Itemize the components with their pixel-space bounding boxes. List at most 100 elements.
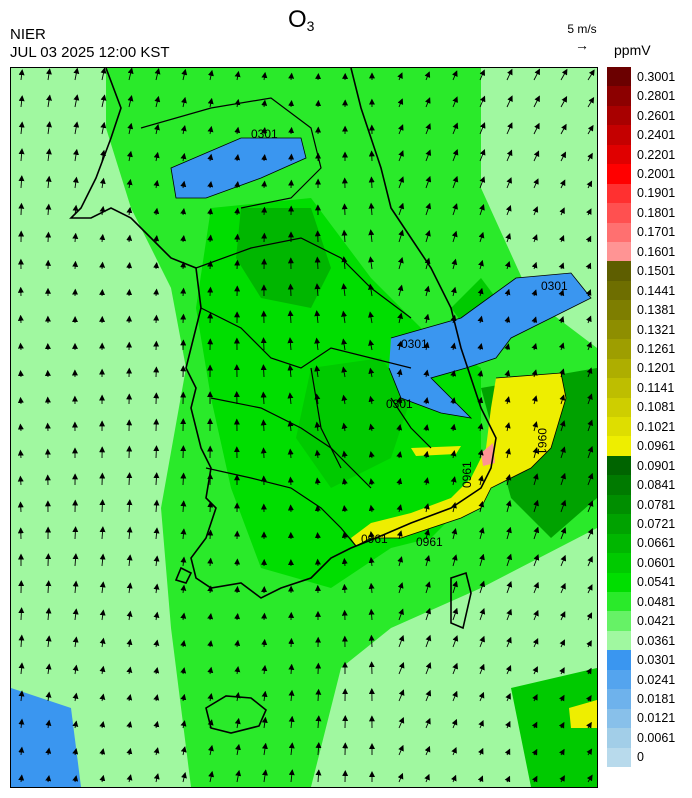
wind-arrow xyxy=(73,94,80,108)
zone-0301-north xyxy=(171,138,306,198)
wind-arrow xyxy=(533,68,540,81)
wind-arrow xyxy=(153,611,160,621)
wind-arrow xyxy=(396,451,403,459)
wind-arrow xyxy=(154,95,161,108)
wind-arrow xyxy=(180,125,187,135)
wind-arrow xyxy=(368,582,375,594)
wind-arrow xyxy=(126,262,133,270)
wind-arrow xyxy=(45,175,52,189)
wind-arrow xyxy=(452,662,458,675)
colorbar-label: 0.0241 xyxy=(637,672,676,687)
wind-arrow xyxy=(99,205,106,216)
wind-arrow xyxy=(452,607,459,621)
wind-arrow xyxy=(558,342,565,351)
colorbar-swatch xyxy=(607,669,631,690)
wind-arrow xyxy=(99,609,106,621)
wind-arrow xyxy=(505,692,511,702)
colorbar-swatch xyxy=(607,436,631,457)
province-boundaries xyxy=(140,97,432,547)
wind-arrow xyxy=(261,612,268,621)
wind-arrow xyxy=(558,262,565,270)
wind-arrow xyxy=(207,557,214,567)
wind-arrow xyxy=(72,775,79,783)
wind-arrow xyxy=(533,122,540,135)
wind-arrow xyxy=(425,607,432,621)
colorbar-swatch xyxy=(607,455,631,476)
wind-arrow xyxy=(341,450,348,459)
wind-arrow xyxy=(585,235,592,243)
wind-arrow xyxy=(425,202,432,216)
wind-arrow xyxy=(423,369,430,378)
wind-arrow xyxy=(560,123,567,135)
wind-arrow xyxy=(397,256,404,270)
wind-arrow xyxy=(18,175,25,189)
wind-arrow xyxy=(531,289,538,297)
colorbar-label: 0.3001 xyxy=(637,69,676,84)
wind-arrow xyxy=(208,69,214,81)
wind-arrow xyxy=(398,661,405,675)
wind-arrow xyxy=(478,691,485,702)
wind-arrow xyxy=(261,638,268,648)
wind-arrow xyxy=(45,148,52,162)
wind-arrow xyxy=(368,395,375,405)
wind-arrow xyxy=(181,96,187,108)
colorbar-swatch xyxy=(607,494,631,515)
colorbar-swatch xyxy=(607,261,631,282)
wind-arrow xyxy=(234,98,241,108)
wind-arrow xyxy=(397,582,404,594)
contour-label: 0961 xyxy=(535,428,549,455)
wind-arrow xyxy=(423,397,430,405)
colorbar-swatch xyxy=(607,339,631,360)
wind-arrow xyxy=(341,531,348,540)
wind-arrow xyxy=(586,667,592,675)
colorbar-label: 0.1441 xyxy=(637,283,676,298)
wind-arrow xyxy=(506,68,513,81)
wind-arrow xyxy=(560,446,566,459)
wind-arrow xyxy=(314,504,321,513)
wind-arrow xyxy=(477,370,484,378)
wind-arrow xyxy=(397,312,404,324)
wind-arrow xyxy=(234,207,241,216)
colorbar-swatch xyxy=(607,300,631,321)
wind-arrow xyxy=(45,719,52,729)
wind-arrow xyxy=(586,774,593,783)
wind-arrow xyxy=(398,202,405,216)
wind-arrow xyxy=(287,420,294,432)
wind-arrow xyxy=(397,556,404,567)
colorbar-swatch xyxy=(607,358,631,379)
wind-arrow xyxy=(72,748,79,756)
wind-arrow xyxy=(506,526,512,540)
wind-arrow xyxy=(533,150,540,162)
wind-arrow xyxy=(531,342,538,351)
wind-arrow xyxy=(505,664,512,675)
wind-arrow xyxy=(207,181,214,189)
wind-arrow xyxy=(368,176,375,189)
wind-arrow xyxy=(587,584,593,594)
wind-arrow xyxy=(126,178,133,189)
wind-arrow xyxy=(72,260,79,270)
wind-arrow xyxy=(180,472,187,486)
wind-arrow xyxy=(18,121,25,135)
colorbar-label: 0.2801 xyxy=(637,89,676,104)
colorbar-label: 0.1141 xyxy=(637,380,675,395)
wind-arrow xyxy=(341,478,348,486)
wind-arrow xyxy=(451,746,457,756)
wind-arrow xyxy=(479,663,485,675)
wind-arrow xyxy=(126,499,133,513)
wind-arrow xyxy=(559,420,566,432)
wind-arrow xyxy=(207,744,214,756)
wind-arrow xyxy=(126,472,133,486)
wind-arrow xyxy=(287,310,294,324)
wind-arrow xyxy=(478,475,484,486)
wind-arrow xyxy=(368,504,375,513)
wind-arrow xyxy=(560,68,568,81)
datetime-label: JUL 03 2025 12:00 KST xyxy=(10,44,170,61)
wind-arrow xyxy=(234,613,241,621)
wind-arrow xyxy=(368,256,375,270)
wind-arrow xyxy=(288,742,295,756)
wind-arrow xyxy=(180,261,187,270)
wind-arrow xyxy=(586,748,593,756)
wind-arrow xyxy=(153,694,160,702)
wind-arrow xyxy=(72,553,79,567)
wind-arrow xyxy=(72,608,79,621)
